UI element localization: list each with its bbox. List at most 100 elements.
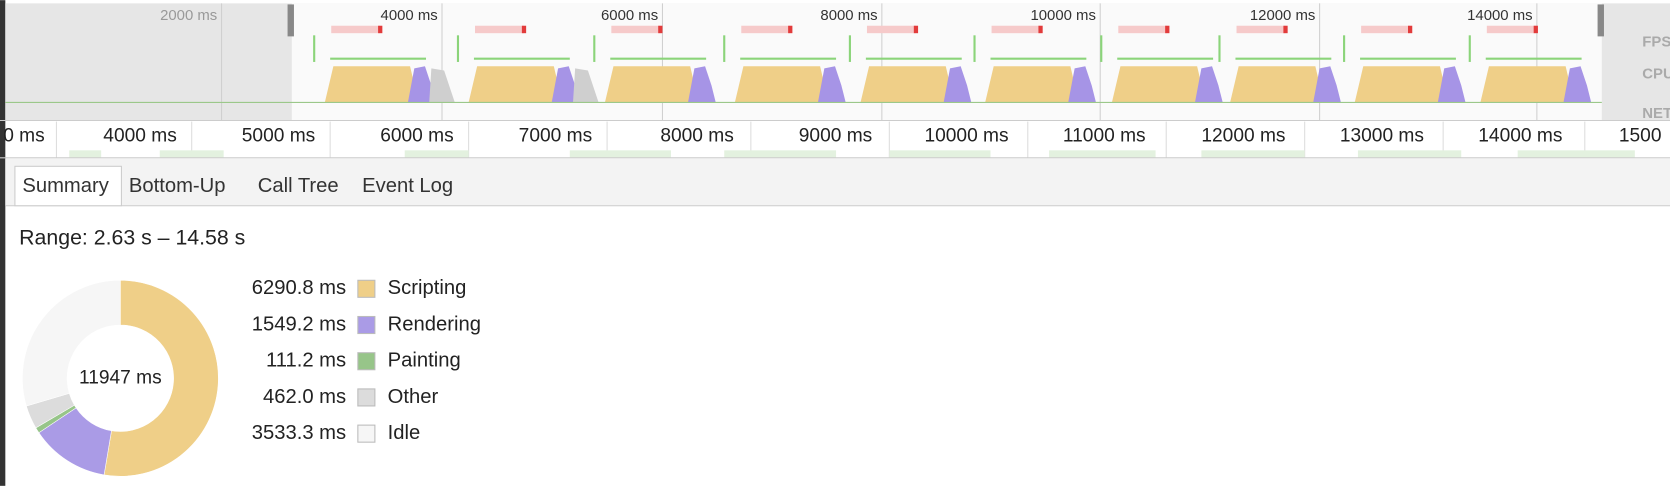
cpu-rendering — [1194, 66, 1223, 103]
track-label: CPU — [1642, 67, 1670, 83]
frame-marker-end — [1165, 25, 1170, 34]
cpu-scripting — [1354, 66, 1449, 103]
frame-marker-end — [1533, 25, 1538, 34]
legend-time: 3533.3 ms — [252, 422, 346, 444]
cpu-rendering — [1563, 66, 1592, 103]
range-text: Range: 2.63 s – 14.58 s — [19, 225, 245, 249]
overview-tick-label: 4000 ms — [381, 8, 438, 24]
ruler-label: 14000 ms — [1478, 126, 1562, 147]
frame-marker-end — [1283, 25, 1288, 34]
cpu-scripting — [1111, 66, 1206, 103]
cpu-rendering — [551, 66, 580, 103]
ruler-label: 9000 ms — [799, 126, 872, 147]
cpu-scripting — [468, 66, 563, 103]
frame-marker — [611, 25, 661, 34]
frame-marker — [1236, 25, 1286, 34]
ruler-activity — [404, 150, 469, 158]
ruler-activity — [1517, 150, 1635, 158]
legend-time: 462.0 ms — [263, 386, 346, 408]
overview-tick-label: 8000 ms — [820, 8, 877, 24]
tab[interactable]: Event Log — [362, 175, 453, 197]
selection-handle-left[interactable] — [287, 4, 294, 37]
overview-tick-label: 10000 ms — [1030, 8, 1095, 24]
cpu-scripting — [985, 66, 1079, 103]
frame-marker — [1118, 25, 1168, 34]
ruler-label: 8000 ms — [660, 126, 733, 147]
ruler-label: 1500 — [1619, 126, 1662, 147]
legend-swatch — [357, 352, 376, 371]
ruler-label: 4000 ms — [103, 126, 176, 147]
overview-tick-label: 12000 ms — [1250, 8, 1315, 24]
legend-swatch — [357, 388, 376, 407]
frame-marker — [866, 25, 916, 34]
frame-marker-end — [1407, 25, 1413, 34]
legend-time: 6290.8 ms — [252, 277, 346, 299]
ruler-activity — [1357, 150, 1462, 158]
ruler-activity — [724, 150, 837, 158]
legend-time: 111.2 ms — [266, 350, 346, 372]
ruler-activity — [1201, 150, 1305, 158]
ruler-label: 7000 ms — [519, 126, 592, 147]
ruler-label: 13000 ms — [1340, 126, 1424, 147]
ruler-label: 6000 ms — [380, 126, 453, 147]
ruler: 0 ms 4000 ms 5000 ms 6000 ms 7000 ms 8000 ms 9… — [3, 121, 1662, 158]
cpu-scripting — [324, 66, 419, 103]
legend-name: Painting — [388, 350, 461, 372]
legend-name: Rendering — [388, 313, 481, 335]
cpu-rendering — [1437, 66, 1466, 103]
overview-tick-label: 14000 ms — [1467, 8, 1532, 24]
ruler-activity — [1049, 150, 1156, 158]
overview-tick-label: 2000 ms — [160, 8, 217, 24]
cpu-scripting — [1230, 66, 1324, 103]
legend-swatch — [357, 424, 376, 443]
tab[interactable]: Call Tree — [258, 175, 339, 197]
ruler-activity — [889, 150, 991, 158]
legend-time: 1549.2 ms — [252, 313, 346, 335]
frame-marker-end — [378, 25, 383, 34]
cpu-rendering — [688, 66, 716, 103]
ruler-activity — [569, 150, 671, 158]
cpu-rendering — [943, 66, 972, 103]
ruler-activity — [69, 150, 102, 158]
frame-marker — [991, 25, 1041, 34]
tab-selected[interactable] — [14, 165, 122, 207]
frame-marker-end — [521, 25, 527, 34]
selection-handle-right[interactable] — [1597, 4, 1604, 37]
frame-marker — [331, 25, 381, 34]
frame-marker — [475, 25, 525, 34]
track-label: FPS — [1642, 35, 1670, 51]
cpu-scripting — [734, 66, 829, 103]
frame-marker — [1486, 25, 1536, 34]
cpu-other — [429, 68, 455, 103]
cpu-scripting — [1480, 66, 1575, 103]
ruler-activity — [159, 150, 224, 158]
donut-total: 11947 ms — [79, 367, 162, 388]
overview-activity: 2000 ms 4000 ms 6000 ms 8000 ms 10000 ms 1200… — [5, 3, 1670, 122]
track-label: NET — [1642, 106, 1670, 122]
tab[interactable]: Bottom-Up — [129, 175, 226, 197]
frame-marker-end — [913, 25, 919, 34]
frame-marker — [1361, 25, 1411, 34]
left-edge — [0, 0, 6, 486]
legend-name: Scripting — [388, 277, 467, 299]
cpu-other — [572, 68, 599, 103]
legend-name: Idle — [388, 422, 421, 444]
ruler-label: 5000 ms — [242, 126, 315, 147]
legend-name: Other — [388, 386, 439, 408]
tab[interactable]: Summary — [22, 175, 109, 197]
ruler-label: 12000 ms — [1201, 126, 1285, 147]
frame-marker-end — [1038, 25, 1043, 34]
frame-marker-end — [788, 25, 793, 34]
cpu-rendering — [407, 66, 436, 103]
cpu-rendering — [817, 66, 846, 103]
legend-swatch — [357, 315, 376, 335]
ruler-label: 11000 ms — [1063, 126, 1146, 147]
ruler-label: 0 ms — [3, 126, 45, 147]
ruler-label: 10000 ms — [924, 126, 1008, 147]
cpu-scripting — [604, 66, 699, 103]
donut-slice — [22, 280, 121, 407]
legend-swatch — [357, 279, 376, 298]
cpu-rendering — [1313, 66, 1341, 103]
